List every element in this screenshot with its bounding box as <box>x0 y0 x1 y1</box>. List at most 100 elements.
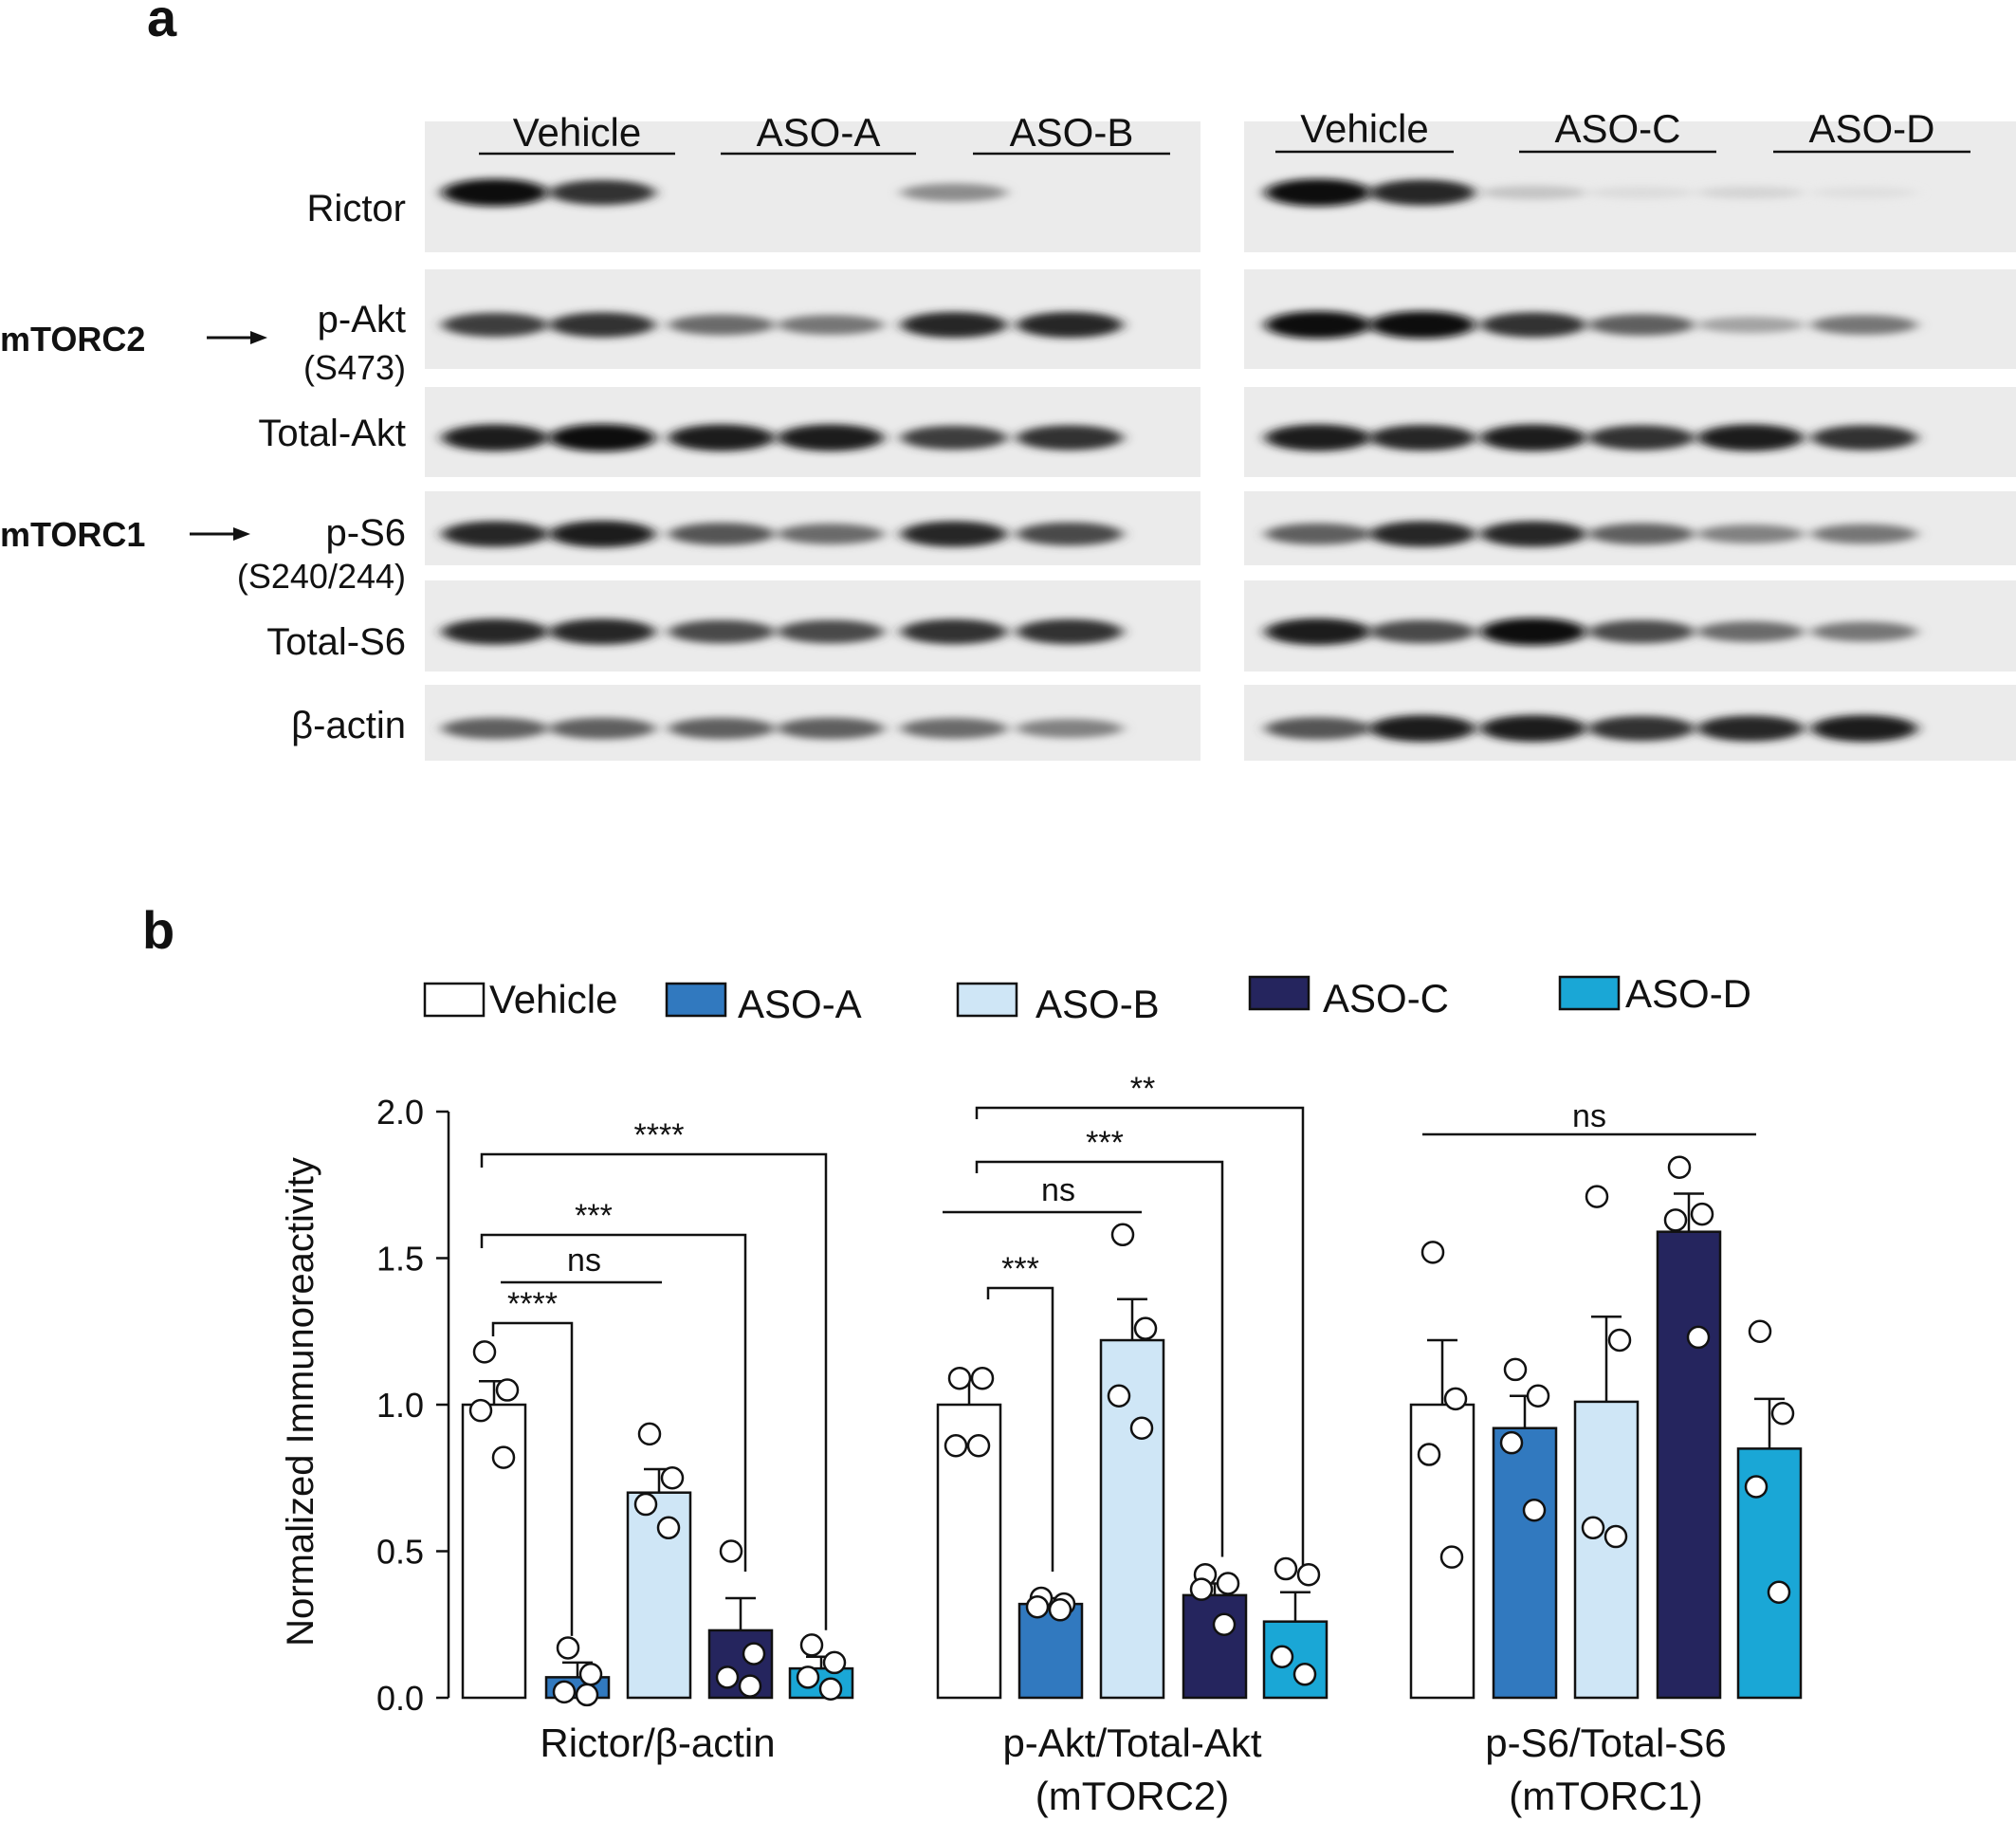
blot-strip-right-0 <box>1244 121 2016 252</box>
bar-aso-a <box>544 1636 611 1707</box>
significance-bracket: **** <box>491 1286 574 1636</box>
blot-band <box>1697 424 1804 451</box>
data-point <box>966 1434 991 1458</box>
panel-b: b Vehicle ASO-A ASO-B ASO-C ASO-D 0.0 0.5 1.0 1.5… <box>142 900 1803 1818</box>
data-point <box>556 1636 580 1660</box>
significance-label: ** <box>1130 1071 1155 1107</box>
data-point <box>1417 1443 1441 1466</box>
data-point <box>552 1680 577 1704</box>
blot-strip-left-1 <box>425 269 1200 369</box>
blot-band <box>1588 523 1695 545</box>
bar-aso-a <box>1492 1357 1558 1700</box>
bar-aso-c <box>1182 1562 1248 1700</box>
blot-band <box>549 618 655 645</box>
blot-band <box>442 178 548 207</box>
blot-band <box>1017 618 1123 645</box>
blot-band <box>1588 314 1695 336</box>
blot-band <box>1265 424 1371 451</box>
bar-rect <box>1492 1426 1558 1700</box>
y-tick-label: 0.0 <box>376 1679 424 1718</box>
y-axis-label: Normalized Immunoreactivity <box>280 1157 321 1647</box>
data-point <box>1212 1612 1237 1636</box>
bar-vehicle <box>1409 1241 1475 1700</box>
legend-swatch <box>956 982 1018 1018</box>
blot-band <box>1811 714 1917 743</box>
blot-band <box>1697 621 1804 642</box>
blot-band <box>669 717 775 740</box>
legend-item-aso-b: ASO-B <box>956 982 1160 1026</box>
data-point <box>944 1434 968 1458</box>
bar-aso-c <box>707 1539 774 1700</box>
y-axis: 0.0 0.5 1.0 1.5 2.0 <box>376 1093 450 1718</box>
blot-band <box>549 312 655 338</box>
blot-band <box>901 718 1007 739</box>
blot-band <box>442 618 548 645</box>
significance-bracket: *** <box>986 1251 1054 1572</box>
blot-band <box>1017 522 1123 546</box>
bar-rect <box>1017 1602 1084 1700</box>
blot-strip-right-5 <box>1244 685 2016 761</box>
blot-band <box>1369 179 1475 206</box>
data-point <box>1025 1594 1050 1619</box>
data-point <box>633 1492 658 1517</box>
significance-bracket: **** <box>480 1117 828 1630</box>
data-point <box>1690 1202 1714 1226</box>
data-point <box>1499 1430 1524 1455</box>
blot-band <box>1480 714 1586 743</box>
bar-rect <box>1182 1593 1248 1700</box>
blot-row-label: p-S6 <box>326 512 407 554</box>
bar-rect <box>1656 1230 1722 1700</box>
data-point <box>1133 1316 1158 1340</box>
data-point <box>818 1677 843 1701</box>
significance-label: ns <box>567 1242 601 1279</box>
blot-strip-left-0 <box>425 121 1200 252</box>
blot-band <box>778 424 884 451</box>
blot-row-sublabel: (S473) <box>303 348 406 387</box>
blot-band <box>549 520 655 548</box>
legend-item-vehicle: Vehicle <box>423 977 617 1021</box>
data-point <box>495 1378 520 1402</box>
data-point <box>1585 1185 1609 1208</box>
blot-band <box>901 183 1007 202</box>
blot-row-label: Rictor <box>307 188 406 230</box>
significance-bracket: *** <box>480 1198 747 1572</box>
data-point <box>1581 1516 1605 1540</box>
blot-band <box>1811 425 1917 451</box>
mtorc2-label: mTORC2 <box>0 320 145 359</box>
blot-band <box>549 717 655 740</box>
data-point <box>1607 1328 1632 1353</box>
data-point <box>796 1666 820 1689</box>
blot-band <box>778 619 884 644</box>
x-group-label: p-Akt/Total-Akt <box>1002 1721 1261 1765</box>
blot-band <box>549 179 655 206</box>
data-point <box>1770 1402 1795 1426</box>
blot-band <box>1588 425 1695 451</box>
blot-strip-left-3 <box>425 491 1200 565</box>
blot-band <box>778 524 884 544</box>
data-point <box>656 1516 681 1540</box>
bar-rect <box>461 1403 527 1700</box>
bar-aso-b <box>1099 1223 1165 1700</box>
data-point <box>1522 1498 1547 1522</box>
data-point <box>799 1633 824 1657</box>
legend-label: ASO-D <box>1625 971 1751 1016</box>
blot-band <box>1369 714 1475 743</box>
legend-label: ASO-C <box>1323 976 1449 1021</box>
data-point <box>1744 1475 1769 1499</box>
blot-band <box>778 315 884 335</box>
data-point <box>1503 1357 1528 1382</box>
legend-swatch <box>423 982 486 1018</box>
data-point <box>1526 1384 1550 1408</box>
blot-band <box>669 424 775 451</box>
data-point <box>578 1663 603 1686</box>
blot-band <box>901 425 1007 451</box>
significance-bracket: ns <box>1422 1098 1756 1136</box>
bar-vehicle <box>461 1340 527 1700</box>
bar-group-2: p-S6/Total-S6 (mTORC1) ns <box>1409 1098 1803 1818</box>
bar-aso-d <box>1736 1319 1803 1700</box>
data-point <box>660 1466 685 1490</box>
blot-band <box>1369 521 1475 547</box>
blot-strip-left-4 <box>425 580 1200 672</box>
blot-band <box>669 523 775 545</box>
blot-band <box>1265 617 1371 646</box>
